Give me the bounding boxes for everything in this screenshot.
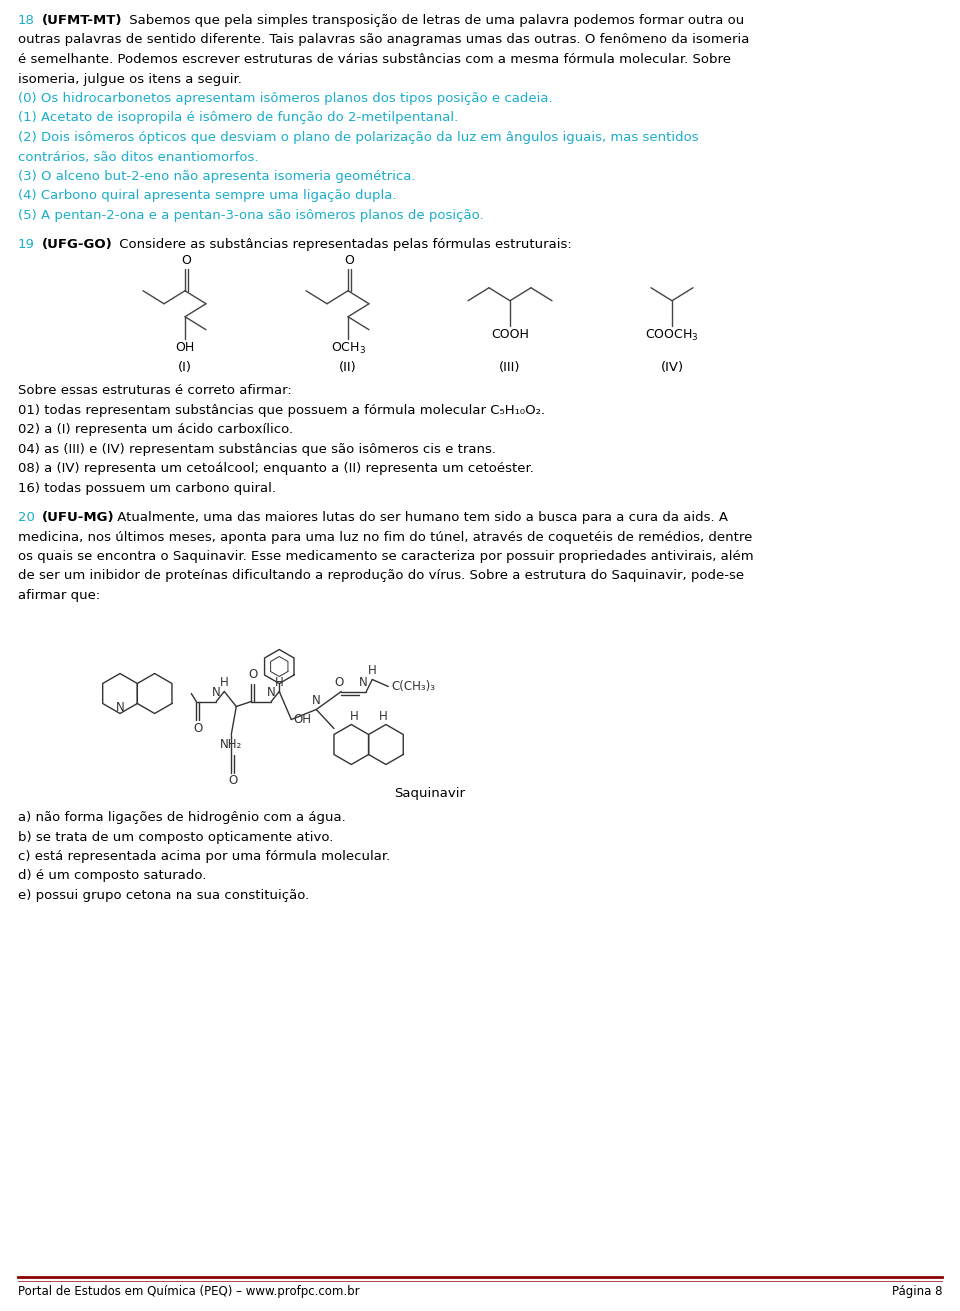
Text: (III): (III) (499, 361, 520, 374)
Text: (1) Acetato de isopropila é isômero de função do 2-metilpentanal.: (1) Acetato de isopropila é isômero de f… (18, 111, 458, 125)
Text: Considere as substâncias representadas pelas fórmulas estruturais:: Considere as substâncias representadas p… (115, 239, 572, 252)
Text: H: H (378, 709, 387, 722)
Text: (I): (I) (178, 361, 192, 374)
Text: Sabemos que pela simples transposição de letras de uma palavra podemos formar ou: Sabemos que pela simples transposição de… (125, 14, 744, 28)
Text: OH: OH (294, 713, 311, 726)
Text: H: H (220, 676, 228, 690)
Text: 18: 18 (18, 14, 35, 28)
Text: O: O (345, 254, 354, 266)
Text: 04) as (III) e (IV) representam substâncias que são isômeros cis e trans.: 04) as (III) e (IV) representam substânc… (18, 443, 496, 456)
Text: e) possui grupo cetona na sua constituição.: e) possui grupo cetona na sua constituiç… (18, 889, 309, 902)
Text: (II): (II) (339, 361, 357, 374)
Text: (UFU-MG): (UFU-MG) (42, 511, 114, 524)
Text: d) é um composto saturado.: d) é um composto saturado. (18, 869, 206, 882)
Text: OCH$_3$: OCH$_3$ (330, 341, 366, 355)
Text: b) se trata de um composto opticamente ativo.: b) se trata de um composto opticamente a… (18, 830, 333, 843)
Text: O: O (228, 775, 237, 788)
Text: (UFMT-MT): (UFMT-MT) (42, 14, 123, 28)
Text: O: O (181, 254, 191, 266)
Text: 01) todas representam substâncias que possuem a fórmula molecular C₅H₁₀O₂.: 01) todas representam substâncias que po… (18, 404, 545, 417)
Text: os quais se encontra o Saquinavir. Esse medicamento se caracteriza por possuir p: os quais se encontra o Saquinavir. Esse … (18, 551, 754, 562)
Text: O: O (335, 676, 344, 690)
Text: Sobre essas estruturas é correto afirmar:: Sobre essas estruturas é correto afirmar… (18, 384, 292, 397)
Text: C(CH₃)₃: C(CH₃)₃ (392, 680, 435, 694)
Text: (4) Carbono quiral apresenta sempre uma ligação dupla.: (4) Carbono quiral apresenta sempre uma … (18, 190, 396, 202)
Text: 19: 19 (18, 239, 35, 252)
Text: N: N (267, 687, 276, 700)
Text: Portal de Estudos em Química (PEQ) – www.profpc.com.br: Portal de Estudos em Química (PEQ) – www… (18, 1285, 360, 1298)
Text: 20: 20 (18, 511, 35, 524)
Text: (IV): (IV) (660, 361, 684, 374)
Text: OH: OH (176, 341, 195, 354)
Text: outras palavras de sentido diferente. Tais palavras são anagramas umas das outra: outras palavras de sentido diferente. Ta… (18, 34, 750, 46)
Text: (3) O alceno but-2-eno não apresenta isomeria geométrica.: (3) O alceno but-2-eno não apresenta iso… (18, 170, 416, 184)
Text: medicina, nos últimos meses, aponta para uma luz no fim do túnel, através de coq: medicina, nos últimos meses, aponta para… (18, 531, 753, 544)
Text: 16) todas possuem um carbono quiral.: 16) todas possuem um carbono quiral. (18, 481, 276, 494)
Text: isomeria, julgue os itens a seguir.: isomeria, julgue os itens a seguir. (18, 72, 242, 85)
Text: a) não forma ligações de hidrogênio com a água.: a) não forma ligações de hidrogênio com … (18, 812, 346, 825)
Text: O: O (248, 669, 257, 682)
Text: N: N (212, 687, 221, 700)
Text: (UFG-GO): (UFG-GO) (42, 239, 112, 252)
Text: (2) Dois isômeros ópticos que desviam o plano de polarização da luz em ângulos i: (2) Dois isômeros ópticos que desviam o … (18, 131, 699, 144)
Text: H: H (275, 676, 283, 690)
Text: NH₂: NH₂ (220, 738, 243, 750)
Text: N: N (312, 695, 321, 708)
Text: (5) A pentan-2-ona e a pentan-3-ona são isômeros planos de posição.: (5) A pentan-2-ona e a pentan-3-ona são … (18, 208, 484, 222)
Text: COOH: COOH (492, 328, 529, 341)
Text: O: O (193, 721, 203, 734)
Text: Saquinavir: Saquinavir (395, 787, 466, 800)
Text: Página 8: Página 8 (892, 1285, 942, 1298)
Text: N: N (359, 676, 368, 690)
Text: afirmar que:: afirmar que: (18, 589, 100, 602)
Text: c) está representada acima por uma fórmula molecular.: c) está representada acima por uma fórmu… (18, 850, 391, 863)
Text: de ser um inibidor de proteínas dificultando a reprodução do vírus. Sobre a estr: de ser um inibidor de proteínas dificult… (18, 569, 744, 582)
Text: 08) a (IV) representa um cetoálcool; enquanto a (II) representa um cetoéster.: 08) a (IV) representa um cetoálcool; enq… (18, 463, 534, 476)
Text: N: N (115, 701, 125, 714)
Text: H: H (349, 709, 359, 722)
Text: é semelhante. Podemos escrever estruturas de várias substâncias com a mesma fórm: é semelhante. Podemos escrever estrutura… (18, 52, 731, 66)
Text: COOCH$_3$: COOCH$_3$ (645, 328, 699, 343)
Text: H: H (368, 665, 376, 678)
Text: 02) a (I) representa um ácido carboxílico.: 02) a (I) representa um ácido carboxílic… (18, 423, 293, 437)
Text: (0) Os hidrocarbonetos apresentam isômeros planos dos tipos posição e cadeia.: (0) Os hidrocarbonetos apresentam isômer… (18, 92, 553, 105)
Text: contrários, são ditos enantiomorfos.: contrários, são ditos enantiomorfos. (18, 151, 258, 164)
Text: Atualmente, uma das maiores lutas do ser humano tem sido a busca para a cura da : Atualmente, uma das maiores lutas do ser… (113, 511, 728, 524)
